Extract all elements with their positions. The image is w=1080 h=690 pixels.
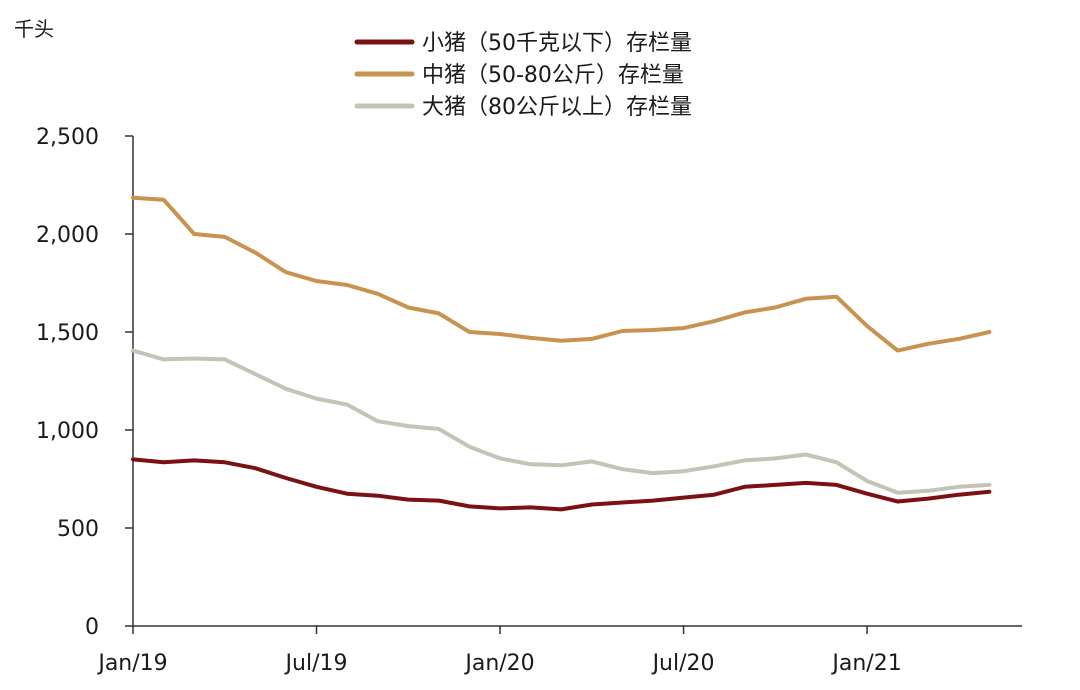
y-tick-label: 500: [57, 517, 99, 542]
x-tick-label: Jan/19: [96, 651, 167, 676]
series-line-3: [131, 348, 992, 495]
y-tick-label: 0: [85, 615, 99, 640]
legend-label: 大猪（80公斤以上）存栏量: [422, 95, 692, 120]
legend-label: 小猪（50千克以下）存栏量: [422, 31, 692, 56]
y-tick-label: 2,500: [36, 125, 99, 150]
y-tick-label: 1,500: [36, 321, 99, 346]
series-line-1: [131, 457, 992, 512]
x-tick-label: Jan/21: [830, 651, 901, 676]
y-tick-label: 1,000: [36, 419, 99, 444]
x-tick-label: Jul/20: [651, 651, 715, 676]
x-ticks: Jan/19 Jul/19 Jan/20 Jul/20 Jan/21: [96, 626, 902, 676]
series-lines: [131, 195, 992, 512]
x-tick-label: Jul/19: [284, 651, 348, 676]
y-tick-label: 2,000: [36, 223, 99, 248]
legend-label: 中猪（50-80公斤）存栏量: [422, 63, 684, 88]
x-tick-label: Jan/20: [463, 651, 534, 676]
y-unit-label: 千头: [14, 17, 54, 41]
axes: [132, 136, 1022, 627]
series-line-2: [131, 195, 992, 353]
y-ticks: 0 500 1,000 1,500 2,000 2,500: [36, 125, 133, 640]
